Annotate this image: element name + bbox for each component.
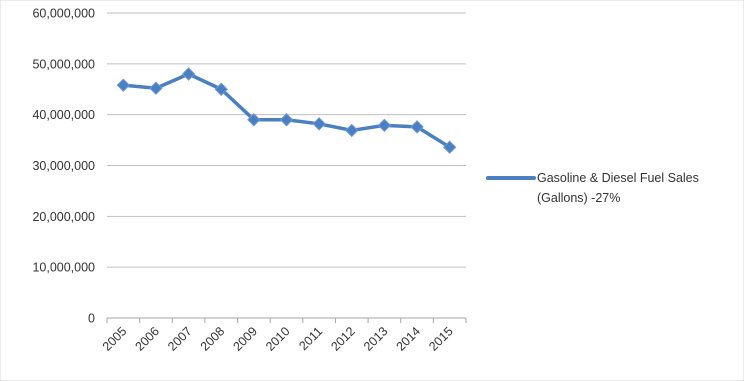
y-tick-label: 60,000,000	[32, 7, 95, 21]
legend: Gasoline & Diesel Fuel Sales (Gallons) -…	[486, 171, 699, 205]
data-point	[312, 117, 326, 131]
y-tick-label: 30,000,000	[32, 159, 95, 173]
y-tick-label: 10,000,000	[32, 261, 95, 275]
data-point	[149, 81, 163, 95]
data-point	[279, 113, 294, 127]
legend-label-line-2: (Gallons) -27%	[537, 191, 620, 205]
y-tick-label: 50,000,000	[32, 57, 95, 71]
data-point	[214, 82, 228, 96]
data-point	[377, 118, 392, 133]
data-point	[247, 113, 261, 127]
series-layer	[116, 67, 457, 154]
data-point	[116, 78, 131, 92]
y-axis-ticks: 0 10,000,000 20,000,000 30,000,000 40,000,00…	[32, 7, 95, 326]
y-tick-label: 0	[88, 312, 95, 326]
legend-label-line-1: Gasoline & Diesel Fuel Sales	[537, 171, 699, 185]
y-tick-label: 40,000,000	[32, 108, 95, 122]
data-point	[410, 120, 424, 134]
y-tick-label: 20,000,000	[32, 210, 95, 224]
gridlines	[107, 12, 466, 268]
data-point	[345, 123, 359, 138]
data-point	[442, 140, 457, 154]
data-point	[181, 67, 196, 81]
